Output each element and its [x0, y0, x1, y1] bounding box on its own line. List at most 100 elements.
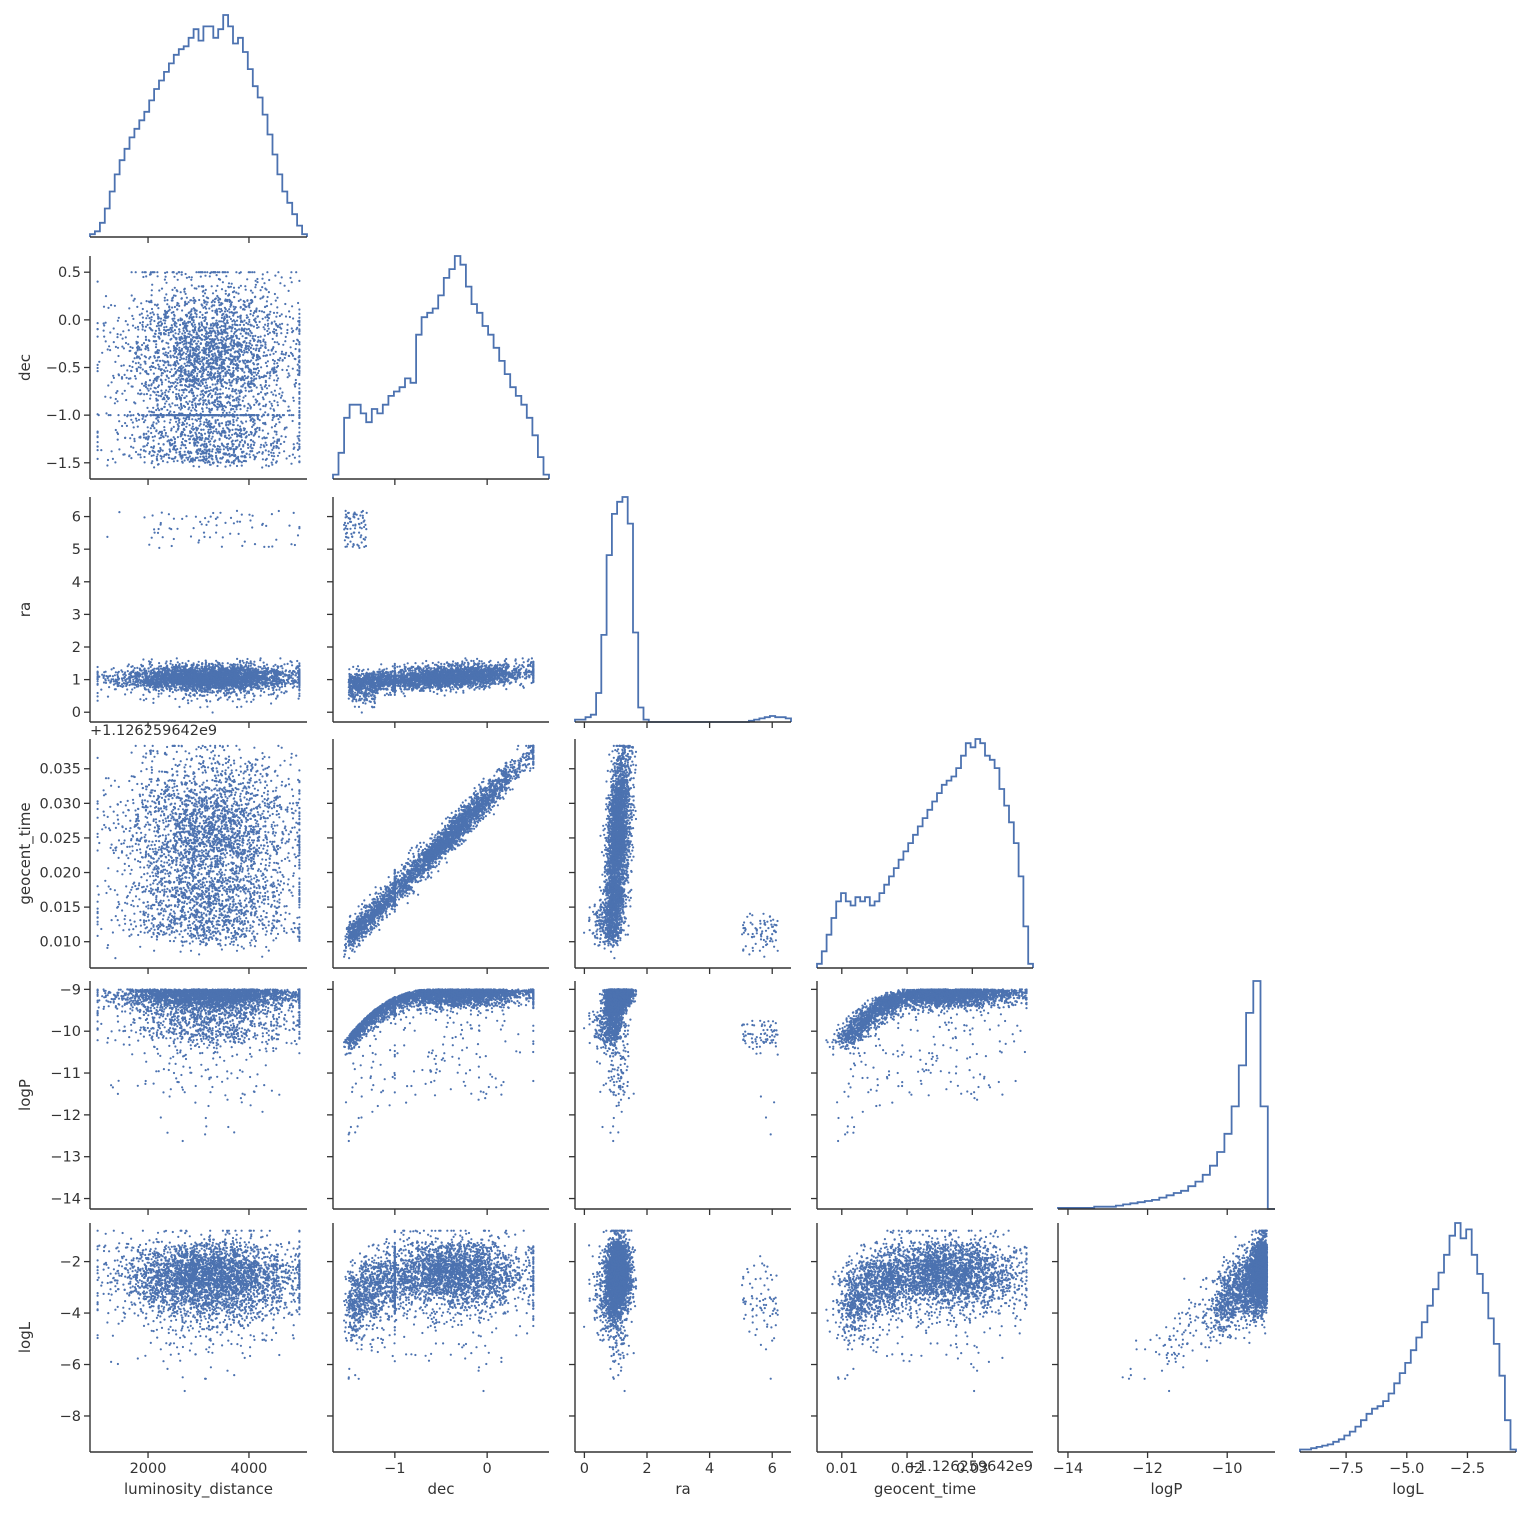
point [229, 404, 231, 406]
point [205, 326, 207, 328]
point [239, 395, 241, 397]
point [183, 372, 185, 374]
point [276, 306, 278, 308]
point [196, 375, 198, 377]
point [134, 440, 136, 442]
point [192, 355, 194, 357]
point [131, 294, 133, 296]
point [233, 306, 235, 308]
point [190, 299, 192, 301]
point [238, 287, 240, 289]
point [211, 450, 213, 452]
point [216, 457, 218, 459]
point [97, 445, 99, 447]
point [201, 408, 203, 410]
point [117, 439, 119, 441]
point [206, 303, 208, 305]
point [262, 355, 264, 357]
point [198, 329, 200, 331]
point [231, 324, 233, 326]
point [213, 425, 215, 427]
point [138, 366, 140, 368]
point [181, 367, 183, 369]
point [103, 306, 105, 308]
point [206, 384, 208, 386]
point [164, 272, 166, 274]
point [298, 411, 300, 413]
point [298, 387, 300, 389]
point [235, 397, 237, 399]
point [141, 383, 143, 385]
point [177, 436, 179, 438]
point [167, 435, 169, 437]
point [165, 454, 167, 456]
point [113, 327, 115, 329]
point [272, 417, 274, 419]
point [260, 446, 262, 448]
point [132, 325, 134, 327]
point [144, 461, 146, 463]
point [137, 336, 139, 338]
point [243, 433, 245, 435]
point [147, 349, 149, 351]
point [142, 418, 144, 420]
point [261, 286, 263, 288]
point [150, 388, 152, 390]
point [247, 443, 249, 445]
point [183, 358, 185, 360]
point [120, 365, 122, 367]
point [164, 403, 166, 405]
point [163, 364, 165, 366]
point [266, 392, 268, 394]
point [231, 429, 233, 431]
point [157, 275, 159, 277]
point [196, 333, 198, 335]
point [122, 338, 124, 340]
point [248, 390, 250, 392]
point [174, 381, 176, 383]
point [260, 347, 262, 349]
point [239, 408, 241, 410]
point [243, 350, 245, 352]
point [174, 329, 176, 331]
point [145, 415, 147, 417]
point [272, 437, 274, 439]
point [217, 370, 219, 372]
point [298, 427, 300, 429]
point [270, 403, 272, 405]
point [175, 451, 177, 453]
point [267, 323, 269, 325]
point [276, 341, 278, 343]
point [185, 273, 187, 275]
point [286, 332, 288, 334]
point [136, 306, 138, 308]
point [188, 336, 190, 338]
point [225, 357, 227, 359]
point [254, 433, 256, 435]
point [149, 312, 151, 314]
point [281, 351, 283, 353]
point [143, 400, 145, 402]
point [255, 378, 257, 380]
point [250, 347, 252, 349]
point [284, 303, 286, 305]
point [171, 385, 173, 387]
point [178, 407, 180, 409]
point [155, 330, 157, 332]
point [175, 332, 177, 334]
point [136, 420, 138, 422]
point [174, 361, 176, 363]
point [160, 395, 162, 397]
point [164, 279, 166, 281]
point [107, 348, 109, 350]
point [275, 431, 277, 433]
point [251, 271, 253, 273]
point [168, 329, 170, 331]
point [268, 291, 270, 293]
point [296, 369, 298, 371]
point [170, 338, 172, 340]
point [230, 341, 232, 343]
point [142, 326, 144, 328]
point [152, 414, 154, 416]
point [273, 445, 275, 447]
